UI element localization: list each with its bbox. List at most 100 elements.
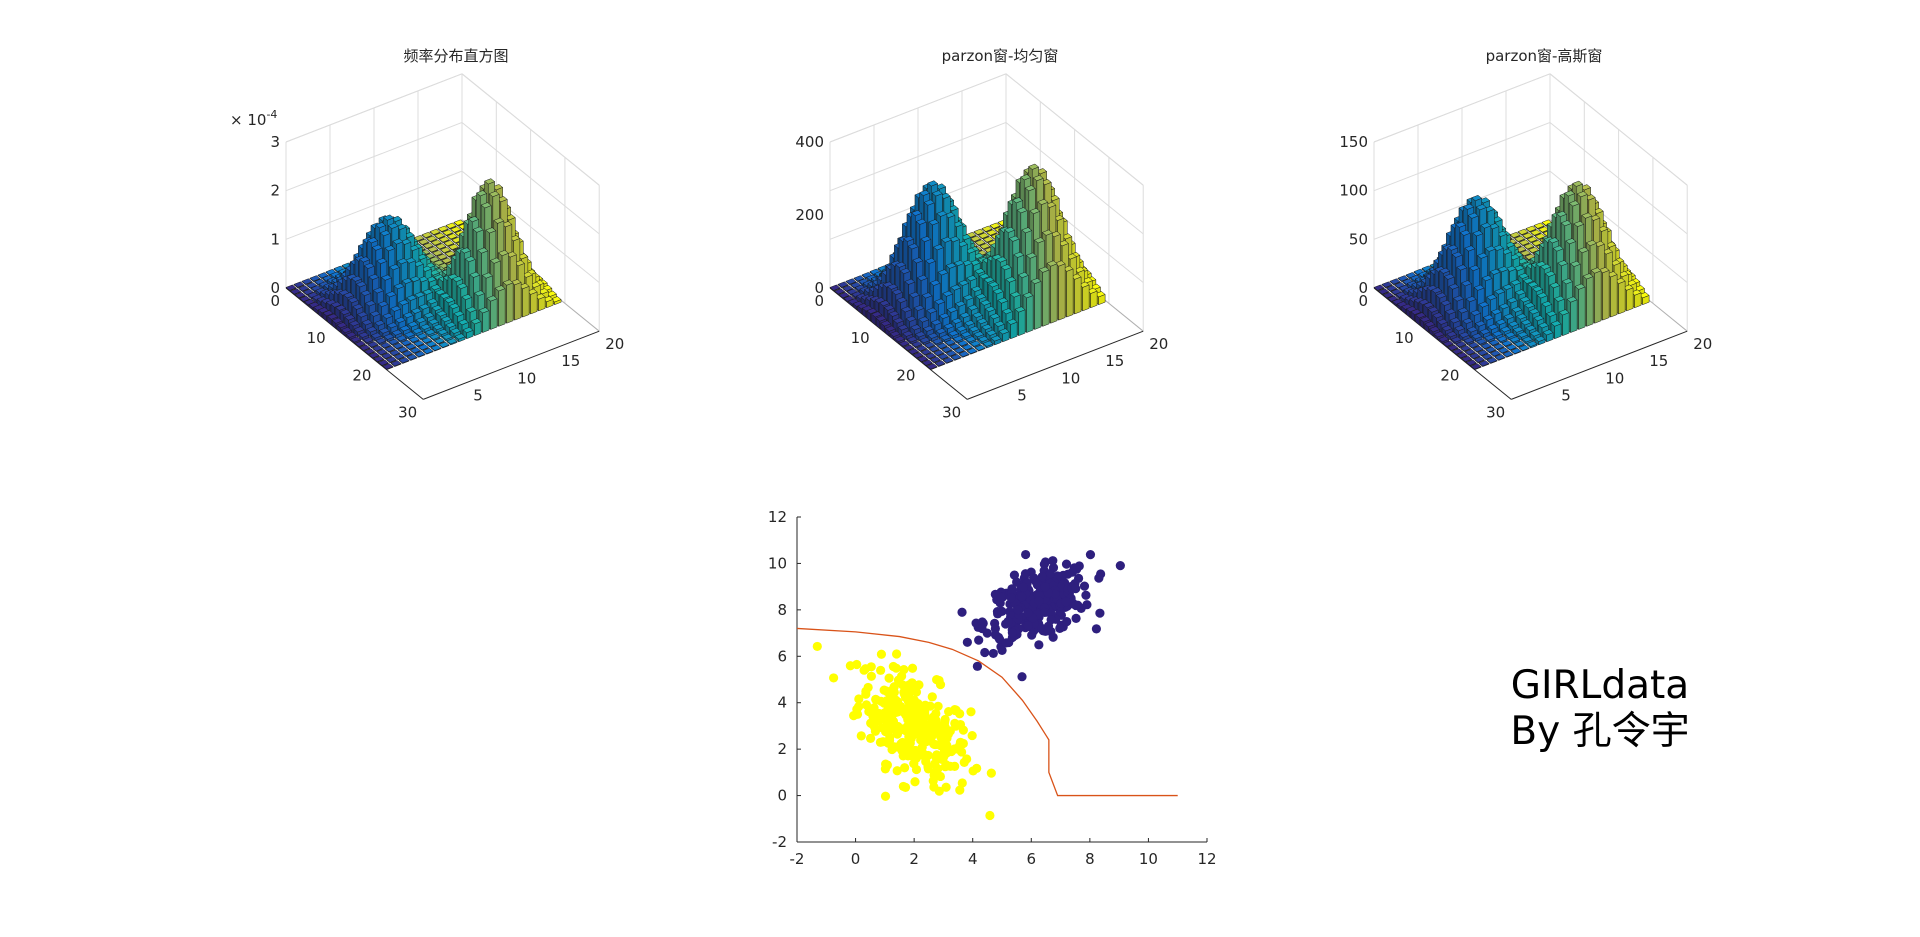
bar-top: [427, 246, 439, 253]
col-tick-label: 5: [1017, 386, 1027, 404]
bar-top: [496, 196, 508, 203]
bar-face: [522, 285, 530, 318]
scatter-point: [886, 720, 897, 730]
bar-top: [501, 221, 513, 228]
bar-top: [476, 190, 488, 197]
bar-top: [387, 222, 399, 229]
scatter-point: [880, 791, 891, 801]
scatter-point: [910, 777, 920, 787]
bar-face: [1610, 274, 1618, 318]
scatter-point: [959, 757, 969, 768]
scatter-point: [954, 741, 965, 751]
x-tick-labels: -2 0 2 4 6 8 10 12: [790, 850, 1217, 868]
y-tick-label: 2: [777, 740, 787, 758]
y-tick-label: -2: [772, 833, 787, 851]
z-tick-label: 2: [270, 182, 280, 200]
bar-face: [1586, 276, 1594, 327]
bar-top: [447, 243, 460, 250]
bar-top: [429, 228, 441, 235]
bar-top: [293, 281, 305, 288]
bar-face: [1570, 299, 1578, 333]
bar-top: [391, 215, 403, 222]
z-tick-label: 3: [270, 133, 280, 151]
bar-face: [1042, 269, 1050, 327]
col-tick-label: 15: [1105, 352, 1124, 370]
bar-top: [302, 288, 314, 295]
bar-top: [450, 226, 462, 233]
bar-face: [1066, 268, 1074, 318]
scatter-point: [1081, 590, 1091, 600]
scatter-point: [913, 699, 923, 709]
scatter-point: [916, 735, 926, 745]
bar-top: [375, 222, 387, 229]
scatter-point: [937, 740, 947, 750]
row-tick-label: 20: [1440, 366, 1459, 384]
bar-top: [518, 283, 530, 290]
bar-top: [443, 240, 455, 247]
y-tick-label: 6: [777, 647, 787, 665]
scatter-point: [972, 763, 982, 773]
bars-3d: [1373, 180, 1650, 371]
bar-top: [480, 202, 492, 209]
scatter-point: [891, 663, 901, 673]
bar-face: [506, 282, 514, 324]
bar-face: [530, 291, 538, 315]
scatter-point: [907, 663, 918, 673]
bar-face: [1034, 280, 1042, 330]
x-tick-label: -2: [790, 850, 805, 868]
scatter-point: [1021, 549, 1031, 560]
scatter-point: [876, 649, 887, 659]
scatter-point: [860, 664, 871, 674]
scatter-point: [914, 680, 924, 690]
bar-top: [505, 251, 517, 258]
histogram-3d-panel: 频率分布直方图 × 10-4 0 1 2 3 0 10 20 30 5 10 1…: [230, 47, 624, 421]
scatter-point: [869, 703, 879, 713]
row-tick-label: 20: [896, 366, 915, 384]
bar-top: [492, 184, 504, 191]
scatter-point: [869, 721, 879, 731]
scatter-point: [911, 764, 922, 775]
scatter-point: [923, 762, 933, 772]
scatter-point: [935, 724, 945, 734]
bar-top: [422, 242, 434, 249]
y-tick-label: 8: [777, 601, 787, 619]
bar-top: [421, 231, 433, 238]
y-tick-label: 0: [777, 787, 787, 805]
scatter-point: [935, 771, 946, 782]
scatter-point: [852, 709, 863, 719]
bar-top: [431, 250, 444, 257]
panel-title: 频率分布直方图: [403, 47, 508, 65]
bar-top: [438, 236, 450, 243]
scatter-point: [902, 693, 912, 703]
bar-top: [290, 288, 302, 295]
z-tick-label: 400: [795, 133, 824, 151]
scatter-axes: [796, 516, 1208, 843]
scatter-point: [929, 739, 939, 749]
bar-face: [1594, 270, 1602, 324]
bar-face: [482, 310, 490, 333]
scatter-point: [866, 671, 876, 681]
bar-top: [509, 235, 521, 242]
col-tick-label: 15: [1649, 352, 1668, 370]
col-tick-label: 10: [517, 369, 536, 387]
bar-top: [426, 235, 438, 242]
row-tick-label: 10: [307, 329, 326, 347]
scatter-point: [891, 649, 902, 659]
scatter-point: [898, 781, 908, 792]
bar-top: [534, 293, 546, 300]
scatter-point: [1067, 567, 1077, 577]
bar-top: [526, 288, 538, 295]
col-tick-label: 10: [1605, 369, 1624, 387]
row-tick-label: 0: [270, 292, 280, 310]
bar-face: [1074, 276, 1082, 315]
bar-top: [285, 284, 297, 291]
scatter-point: [880, 708, 890, 718]
scatter-point: [966, 707, 976, 717]
scatter-points: [812, 549, 1125, 821]
scatter-point: [1079, 581, 1090, 591]
bar-face: [1050, 263, 1058, 324]
z-tick-label: 150: [1339, 133, 1368, 151]
bar-top: [446, 233, 458, 240]
bar-top: [529, 281, 541, 288]
bar-top: [425, 276, 437, 283]
